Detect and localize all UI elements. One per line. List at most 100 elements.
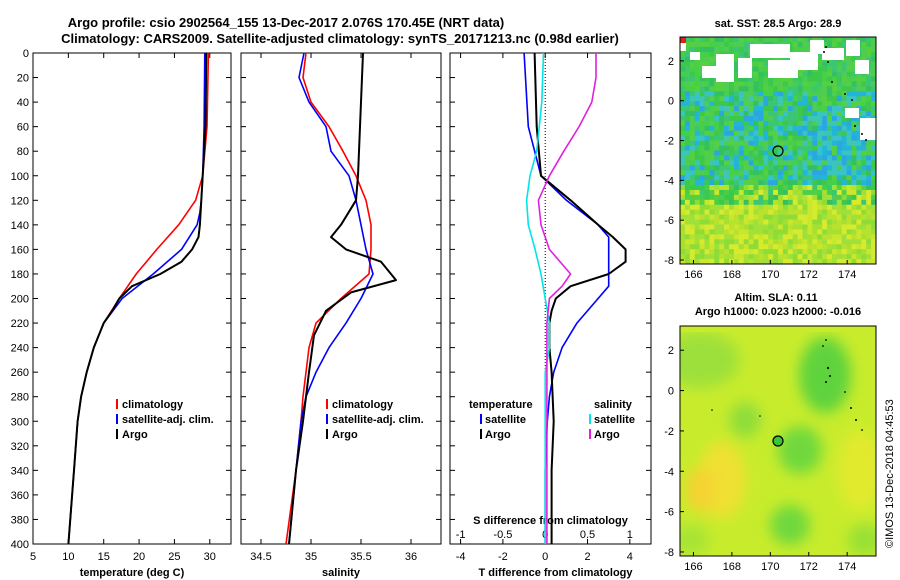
title-line-1: Argo profile: csio 2902564_155 13-Dec-20… <box>68 15 504 30</box>
x-axis-label-salinity: salinity <box>322 567 361 579</box>
map-x-tick-label: 168 <box>723 561 741 573</box>
x-tick-label: 20 <box>133 551 145 563</box>
sst-map-frame <box>679 36 877 265</box>
map-x-tick-label: 170 <box>761 561 779 573</box>
legend-label: satellite <box>485 414 526 426</box>
sla-map-title-2: Argo h1000: 0.023 h2000: -0.016 <box>695 306 861 318</box>
y-tick-label: 300 <box>11 416 29 428</box>
panel-frame-temperature <box>32 52 232 545</box>
legend-label: Argo <box>485 429 511 441</box>
map-y-tick-label: -4 <box>664 466 674 478</box>
map-y-tick-label: -8 <box>664 255 674 267</box>
y-tick-label: 380 <box>11 514 29 526</box>
map-x-tick-label: 174 <box>838 561 856 573</box>
y-tick-label: 280 <box>11 392 29 404</box>
y-tick-label: 220 <box>11 318 29 330</box>
y-tick-label: 20 <box>17 73 29 85</box>
map-y-tick-label: 0 <box>668 96 674 108</box>
map-y-tick-label: 2 <box>668 345 674 357</box>
secondary-tick-label: 0.5 <box>580 529 595 541</box>
legend-label: Argo <box>122 429 148 441</box>
x-axis-label-difference: T difference from climatology <box>478 567 633 579</box>
legend-label: satellite-adj. clim. <box>332 414 424 426</box>
map-y-tick-label: -2 <box>664 136 674 148</box>
x-tick-label: 2 <box>584 551 590 563</box>
y-tick-label: 140 <box>11 220 29 232</box>
y-tick-label: 120 <box>11 195 29 207</box>
map-x-tick-label: 168 <box>723 269 741 281</box>
profile-panels: 0204060801001201401601802002202402602803… <box>11 48 652 579</box>
series-line-temperature-satellite <box>523 52 610 544</box>
x-tick-label: 34.5 <box>250 551 271 563</box>
y-tick-label: 340 <box>11 465 29 477</box>
legend-title-temperature: temperature <box>469 399 533 411</box>
map-y-tick-label: -4 <box>664 175 674 187</box>
y-tick-label: 320 <box>11 441 29 453</box>
y-tick-label: 100 <box>11 171 29 183</box>
y-tick-label: 200 <box>11 294 29 306</box>
panel-salinity: 34.5 35 35.5 36 salinity climatology satellite… <box>240 52 442 579</box>
y-tick-label: 160 <box>11 244 29 256</box>
legend-label: climatology <box>122 399 184 411</box>
legend-label: Argo <box>594 429 620 441</box>
series-line-satellite-adj-clim- <box>67 52 206 545</box>
sla-argo-marker <box>772 435 784 447</box>
map-y-tick-label: -2 <box>664 426 674 438</box>
legend-label: Argo <box>332 429 358 441</box>
sla-map-axes: 166 168 170 172 174 2 0 -2 -4 -6 -8 <box>664 345 856 573</box>
secondary-tick-label: -1 <box>456 529 466 541</box>
y-tick-label: 260 <box>11 367 29 379</box>
panel-temperature: 0 20 40 60 80 100 120 140 160 180 200 220 240 260 280 3… <box>11 48 232 579</box>
map-y-tick-label: -6 <box>664 215 674 227</box>
sst-argo-marker <box>772 145 784 157</box>
secondary-tick-label: 1 <box>627 529 633 541</box>
y-tick-label: 60 <box>17 122 29 134</box>
x-tick-label: 30 <box>204 551 216 563</box>
y-tick-label: 80 <box>17 146 29 158</box>
y-tick-label: 240 <box>11 343 29 355</box>
title-line-2: Climatology: CARS2009. Satellite-adjuste… <box>61 31 619 46</box>
y-tick-label: 0 <box>23 48 29 60</box>
series-line-temperature-argo <box>533 52 627 544</box>
map-y-tick-label: 2 <box>668 56 674 68</box>
x-tick-label: 35.5 <box>350 551 371 563</box>
legend-title-salinity: salinity <box>594 399 633 411</box>
series-line-salinity-satellite <box>525 52 551 544</box>
sst-map-title: sat. SST: 28.5 Argo: 28.9 <box>715 18 842 30</box>
series-line-salinity-argo <box>537 53 597 544</box>
map-x-tick-label: 166 <box>684 269 702 281</box>
map-x-tick-label: 172 <box>800 561 818 573</box>
map-y-tick-label: 0 <box>668 386 674 398</box>
timestamp-stamp: ©IMOS 13-Dec-2018 04:45:53 <box>884 399 896 548</box>
map-x-tick-label: 166 <box>684 561 702 573</box>
x-tick-label: 35 <box>305 551 317 563</box>
legend-label: climatology <box>332 399 394 411</box>
y-tick-label: 40 <box>17 97 29 109</box>
x-tick-label: 36 <box>405 551 417 563</box>
x-tick-label: -4 <box>456 551 466 563</box>
y-tick-label: 180 <box>11 269 29 281</box>
map-x-tick-label: 172 <box>800 269 818 281</box>
legend-label: satellite <box>594 414 635 426</box>
map-y-tick-label: -6 <box>664 507 674 519</box>
sst-map: sat. SST: 28.5 Argo: 28.9 166 168 170 172 17… <box>664 18 877 281</box>
x-tick-label: -2 <box>498 551 508 563</box>
map-x-tick-label: 174 <box>838 269 856 281</box>
x-tick-label: 15 <box>98 551 110 563</box>
sla-map-frame <box>679 325 877 557</box>
sla-map: Altim. SLA: 0.11 Argo h1000: 0.023 h2000… <box>664 292 877 573</box>
sla-map-field <box>680 326 876 556</box>
series-line-climatology <box>67 52 210 545</box>
series-line-climatology <box>285 52 372 545</box>
series-line-argo <box>288 52 397 545</box>
sla-map-title-1: Altim. SLA: 0.11 <box>734 292 817 304</box>
x-tick-label: 10 <box>62 551 74 563</box>
x-axis-label-temperature: temperature (deg C) <box>80 567 185 579</box>
x-tick-label: 25 <box>168 551 180 563</box>
map-x-tick-label: 170 <box>761 269 779 281</box>
x-tick-label: 5 <box>30 551 36 563</box>
y-tick-label: 400 <box>11 539 29 551</box>
map-y-tick-label: -8 <box>664 547 674 559</box>
